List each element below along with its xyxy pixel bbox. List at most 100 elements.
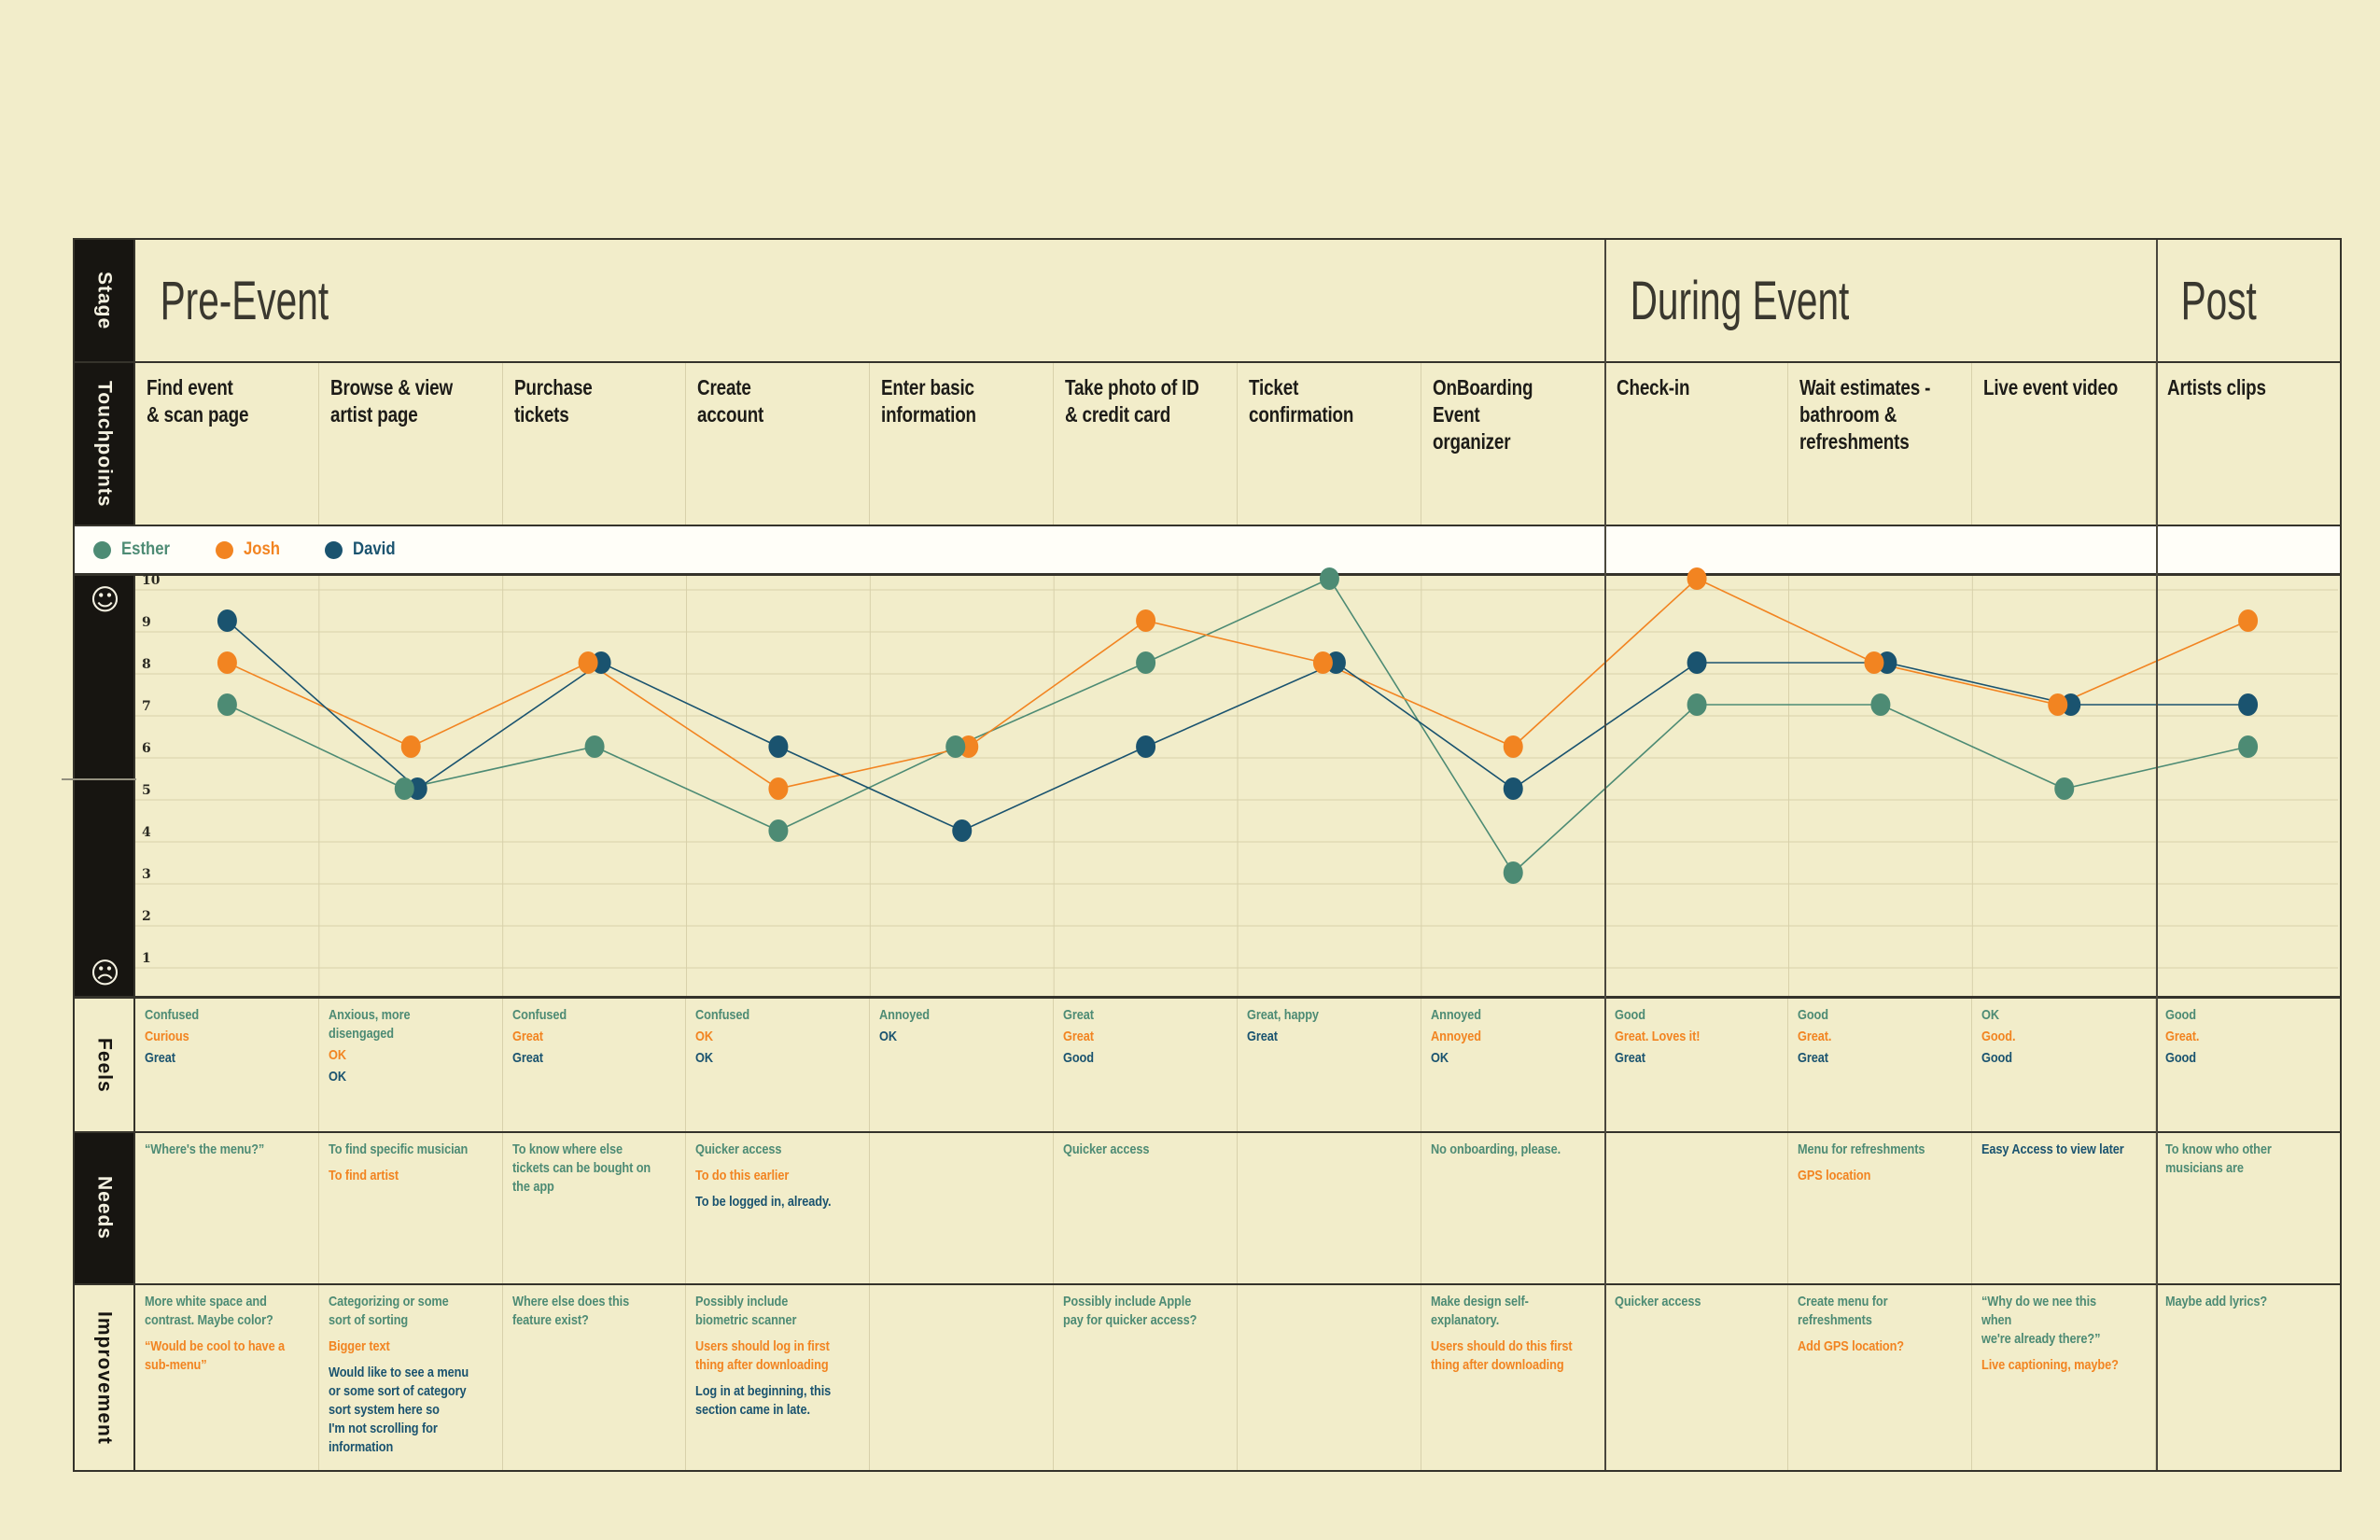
feels-entry-text: OK — [695, 1029, 714, 1044]
improvement-entry-text: “Would be cool to have a sub-menu” — [145, 1338, 286, 1373]
feels-entry-josh: Great. — [1798, 1028, 1967, 1046]
feels-entry-text: Great — [1063, 1029, 1095, 1044]
touchpoint-cell: Create account — [686, 363, 871, 525]
stage-divider-during-post — [2156, 240, 2158, 1470]
feels-entry-text: Great, happy — [1246, 1007, 1319, 1023]
touchpoint-label: OnBoarding Event organizer — [1432, 375, 1533, 454]
feels-entry-josh: Curious — [145, 1028, 315, 1046]
touchpoint-label: Check-in — [1616, 375, 1690, 399]
feels-entry-esther: Anxious, more disengaged — [329, 1006, 498, 1043]
feels-entry-text: Great — [1246, 1029, 1278, 1044]
feels-entry-esther: Good — [1615, 1006, 1785, 1025]
needs-entry-text: To know who other musicians are — [2165, 1141, 2272, 1176]
stage-divider-pre-during — [1604, 240, 1606, 1470]
touchpoints-row: Touchpoints Find event & scan page Browse… — [75, 361, 2340, 525]
feels-entry-david: Great — [1247, 1028, 1417, 1046]
improvement-row-label-cell: Improvement — [75, 1285, 135, 1470]
touchpoint-cell: OnBoarding Event organizer — [1421, 363, 1605, 525]
chart-dot-esther — [768, 819, 789, 842]
emotion-scale-label-cell: ☺ ☹ — [75, 576, 135, 996]
improvement-entry-text: Would like to see a menu or some sort of… — [328, 1365, 469, 1455]
legend-dot-icon — [324, 540, 343, 559]
feels-entry-text: Good — [1614, 1007, 1645, 1023]
feels-cell: Good Great. Great — [1788, 999, 1973, 1131]
chart-dot-josh — [1864, 651, 1884, 674]
feels-entry-text: Confused — [511, 1007, 567, 1023]
feels-entry-text: Great — [1614, 1050, 1645, 1066]
improvement-entry-text: Maybe add lyrics? — [2165, 1294, 2268, 1309]
chart-dot-josh — [2238, 609, 2259, 632]
y-tick-label: 9 — [142, 615, 151, 630]
chart-dot-david — [217, 609, 237, 632]
needs-entry-text: Quicker access — [1063, 1141, 1150, 1157]
feels-cell: Great, happy Great — [1238, 999, 1421, 1131]
needs-cells: “Where's the menu?” To find specific musi… — [135, 1133, 2340, 1283]
chart-dot-josh — [768, 777, 789, 800]
chart-dot-david — [1687, 651, 1707, 674]
needs-cell: Menu for refreshments GPS location — [1788, 1133, 1973, 1283]
scale-midpoint-tick — [62, 778, 136, 780]
stage-title: Pre-Event — [160, 270, 329, 331]
chart-dot-esther — [945, 735, 966, 758]
feels-row-label-cell: Feels — [75, 999, 135, 1131]
improvement-cell: “Why do we nee this when we're already t… — [1972, 1285, 2157, 1470]
needs-entry-text: No onboarding, please. — [1430, 1141, 1561, 1157]
needs-entry-josh: To find artist — [329, 1167, 498, 1185]
improvement-cell: Possibly include Apple pay for quicker a… — [1054, 1285, 1238, 1470]
feels-entry-text: Great — [1063, 1007, 1095, 1023]
stage-row-label-cell: Stage — [75, 240, 135, 361]
feels-entry-text: Anxious, more disengaged — [328, 1007, 411, 1042]
feels-entry-david: Great — [145, 1049, 315, 1068]
y-tick-label: 3 — [142, 867, 151, 882]
improvement-entry-esther: Where else does this feature exist? — [512, 1293, 682, 1330]
y-tick-label: 1 — [142, 951, 151, 966]
feels-entry-esther: OK — [1981, 1006, 2151, 1025]
touchpoint-label: Take photo of ID & credit card — [1065, 375, 1199, 427]
happy-face-icon: ☺ — [90, 583, 120, 617]
feels-entry-josh: Annoyed — [1431, 1028, 1601, 1046]
feels-entry-text: Good — [1063, 1050, 1095, 1066]
chart-dot-esther — [1136, 651, 1156, 674]
stage-cell: During Event — [1605, 240, 2157, 361]
feels-entry-david: Great — [1615, 1049, 1785, 1068]
feels-entry-text: Great. — [1798, 1029, 1832, 1044]
improvement-entry-david: Log in at beginning, this section came i… — [695, 1382, 865, 1420]
feels-entry-josh: Great. — [2165, 1028, 2336, 1046]
needs-entry-text: Easy Access to view later — [1981, 1141, 2124, 1157]
improvement-entry-josh: Live captioning, maybe? — [1981, 1356, 2151, 1375]
improvement-entry-david: Would like to see a menu or some sort of… — [329, 1364, 498, 1457]
stage-title: During Event — [1630, 270, 1849, 331]
touchpoint-cells: Find event & scan page Browse & view arti… — [135, 363, 2340, 525]
improvement-entry-text: Possibly include biometric scanner — [695, 1294, 797, 1328]
chart-dot-esther — [394, 777, 414, 800]
needs-cell: To know who other musicians are — [2156, 1133, 2340, 1283]
touchpoint-label: Live event video — [1983, 375, 2119, 399]
improvement-entry-text: Where else does this feature exist? — [511, 1294, 629, 1328]
needs-entry-text: GPS location — [1798, 1168, 1871, 1183]
needs-entry-text: To find specific musician — [328, 1141, 469, 1157]
improvement-cell: Where else does this feature exist? — [503, 1285, 687, 1470]
needs-entry-esther: Menu for refreshments — [1798, 1141, 1967, 1159]
touchpoint-cell: Ticket confirmation — [1238, 363, 1421, 525]
improvement-entry-esther: Maybe add lyrics? — [2165, 1293, 2336, 1311]
improvement-entry-text: Bigger text — [328, 1338, 390, 1354]
legend-item-josh: Josh — [216, 539, 285, 560]
feels-entry-text: Great — [511, 1029, 543, 1044]
feels-entry-david: Great — [512, 1049, 682, 1068]
chart-dot-esther — [584, 735, 605, 758]
chart-line-josh — [227, 578, 2248, 790]
improvement-cell: Make design self- explanatory. Users shou… — [1421, 1285, 1605, 1470]
feels-entry-text: Confused — [695, 1007, 750, 1023]
feels-entry-esther: Annoyed — [879, 1006, 1049, 1025]
touchpoint-label: Browse & view artist page — [329, 375, 453, 427]
needs-entry-esther: To know who other musicians are — [2165, 1141, 2336, 1178]
needs-cell: Quicker access — [1054, 1133, 1238, 1283]
feels-entry-text: OK — [328, 1069, 346, 1085]
chart-dot-josh — [217, 651, 237, 674]
needs-cell: No onboarding, please. — [1421, 1133, 1605, 1283]
feels-entry-text: Great — [511, 1050, 543, 1066]
feels-entry-esther: Great, happy — [1247, 1006, 1417, 1025]
stage-cell: Pre-Event — [135, 240, 1605, 361]
touchpoint-cell: Find event & scan page — [135, 363, 319, 525]
